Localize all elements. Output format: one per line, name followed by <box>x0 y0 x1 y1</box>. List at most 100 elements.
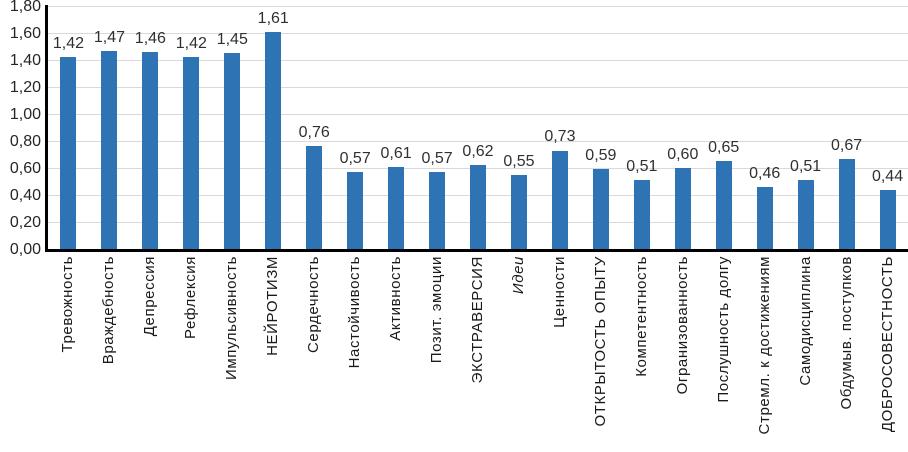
x-axis-label-cell: Активность <box>376 256 417 452</box>
x-axis-label: Компетентность <box>632 256 650 377</box>
bar-column: 0,55 <box>498 6 539 249</box>
x-axis-line <box>45 249 908 252</box>
bar <box>101 50 118 249</box>
x-axis-label-cell: Сердечность <box>294 256 335 452</box>
x-axis-label-cell: Настойчивость <box>335 256 376 452</box>
bar-value-label: 0,51 <box>626 158 658 176</box>
bar-column: 1,61 <box>253 6 294 249</box>
bar <box>797 180 814 249</box>
x-axis-label-cell: Самодисциплина <box>785 256 826 452</box>
x-axis-label: Позит. эмоции <box>428 256 446 364</box>
x-axis-label: Враждебность <box>100 256 118 365</box>
bar-column: 0,46 <box>744 6 785 249</box>
gridline <box>48 87 908 89</box>
x-axis-label-cell: Ценности <box>539 256 580 452</box>
bar <box>756 186 773 249</box>
y-axis-tick-label: 0,00 <box>9 241 41 258</box>
bar <box>510 174 527 249</box>
bar-column: 0,62 <box>458 6 499 249</box>
bar-column: 0,51 <box>621 6 662 249</box>
x-axis-label-cell: Идеи <box>498 256 539 452</box>
bar <box>715 161 732 249</box>
bar-column: 1,42 <box>171 6 212 249</box>
x-axis-label-cell: Послушность долгу <box>703 256 744 452</box>
bar-column: 0,57 <box>335 6 376 249</box>
x-axis-label: Послушность долгу <box>714 256 732 403</box>
bar <box>347 172 364 249</box>
x-axis-label-cell: ОТКРЫТОСТЬ ОПЫТУ <box>580 256 621 452</box>
bar-value-label: 0,73 <box>544 128 576 146</box>
bar-column: 1,47 <box>89 6 130 249</box>
x-axis-label-cell: Рефлексия <box>171 256 212 452</box>
bar-value-label: 0,59 <box>585 147 617 165</box>
x-axis-label-cell: ЭКСТРАВЕРСИЯ <box>458 256 499 452</box>
bar-column: 1,46 <box>130 6 171 249</box>
x-axis-label: Огранизованность <box>673 256 691 395</box>
bar <box>429 172 446 249</box>
x-axis-label: Рефлексия <box>182 256 200 339</box>
bar-value-label: 0,61 <box>380 144 412 162</box>
x-axis-label: Стремл. к достижениям <box>755 256 773 435</box>
bar-column: 0,73 <box>539 6 580 249</box>
bar-value-label: 0,62 <box>462 143 494 161</box>
bar <box>60 57 77 249</box>
bar <box>306 146 323 249</box>
x-axis-label-cell: Компетентность <box>621 256 662 452</box>
bar <box>879 189 896 249</box>
bar <box>388 166 405 249</box>
bar-column: 0,60 <box>662 6 703 249</box>
bar <box>674 168 691 249</box>
bar-value-label: 0,55 <box>503 152 535 170</box>
bar-value-label: 1,46 <box>134 29 166 47</box>
y-axis-tick-label: 0,80 <box>9 133 41 150</box>
bar-value-label: 1,42 <box>175 35 207 53</box>
bar-value-label: 0,57 <box>339 150 371 168</box>
x-axis-label-cell: Враждебность <box>89 256 130 452</box>
x-axis-label-cell: Позит. эмоции <box>417 256 458 452</box>
y-axis-line <box>45 5 48 251</box>
bar-column: 0,65 <box>703 6 744 249</box>
x-axis-label-cell: НЕЙРОТИЗМ <box>253 256 294 452</box>
bar-value-label: 0,65 <box>708 139 740 157</box>
bar-value-label: 0,51 <box>790 158 822 176</box>
x-axis-label: Самодисциплина <box>796 256 814 386</box>
bar-value-label: 1,45 <box>216 31 248 49</box>
x-axis-label: Тревожность <box>59 256 77 353</box>
bar <box>838 158 855 249</box>
x-axis-label-cell: Стремл. к достижениям <box>744 256 785 452</box>
x-axis-label-cell: Обдумыв. поступков <box>826 256 867 452</box>
bar-value-label: 0,46 <box>749 164 781 182</box>
bar-column: 0,59 <box>580 6 621 249</box>
y-axis-tick-label: 0,40 <box>9 187 41 204</box>
bar-column: 0,57 <box>417 6 458 249</box>
y-axis-tick-label: 1,80 <box>9 0 41 15</box>
bar-column: 0,67 <box>826 6 867 249</box>
bar-value-label: 0,76 <box>298 124 330 142</box>
gridline <box>48 6 908 8</box>
bar <box>633 180 650 249</box>
x-axis-labels: Тревожность Враждебность Депрессия Рефлекси… <box>48 256 908 452</box>
y-axis-tick-label: 0,20 <box>9 214 41 231</box>
bar <box>470 165 486 249</box>
bar-value-label: 1,47 <box>93 28 125 46</box>
bar-value-label: 1,61 <box>257 9 289 27</box>
y-axis-tick-label: 1,00 <box>9 106 41 123</box>
x-axis-label: Ценности <box>550 256 568 328</box>
x-axis-label: Настойчивость <box>346 256 364 369</box>
bar-column: 0,61 <box>376 6 417 249</box>
y-axis-tick-label: 1,60 <box>9 25 41 42</box>
bar-value-label: 0,57 <box>421 150 453 168</box>
gridline <box>48 141 908 143</box>
x-axis-label: Идеи <box>509 256 527 295</box>
x-axis-label: ДОБРОСОВЕСТНОСТЬ <box>878 256 896 433</box>
plot-area: 1,42 1,47 1,46 1,42 1,45 1,61 0,76 0,57 0,61 0,57… <box>48 6 908 249</box>
bar-column: 1,45 <box>212 6 253 249</box>
bar-column: 0,44 <box>867 6 908 249</box>
bar <box>183 57 200 249</box>
x-axis-label-cell: ДОБРОСОВЕСТНОСТЬ <box>867 256 908 452</box>
y-axis-tick-label: 0,60 <box>9 160 41 177</box>
y-axis-tick-label: 1,20 <box>9 79 41 96</box>
bar-column: 0,51 <box>785 6 826 249</box>
x-axis-label: Импульсивность <box>223 256 241 381</box>
